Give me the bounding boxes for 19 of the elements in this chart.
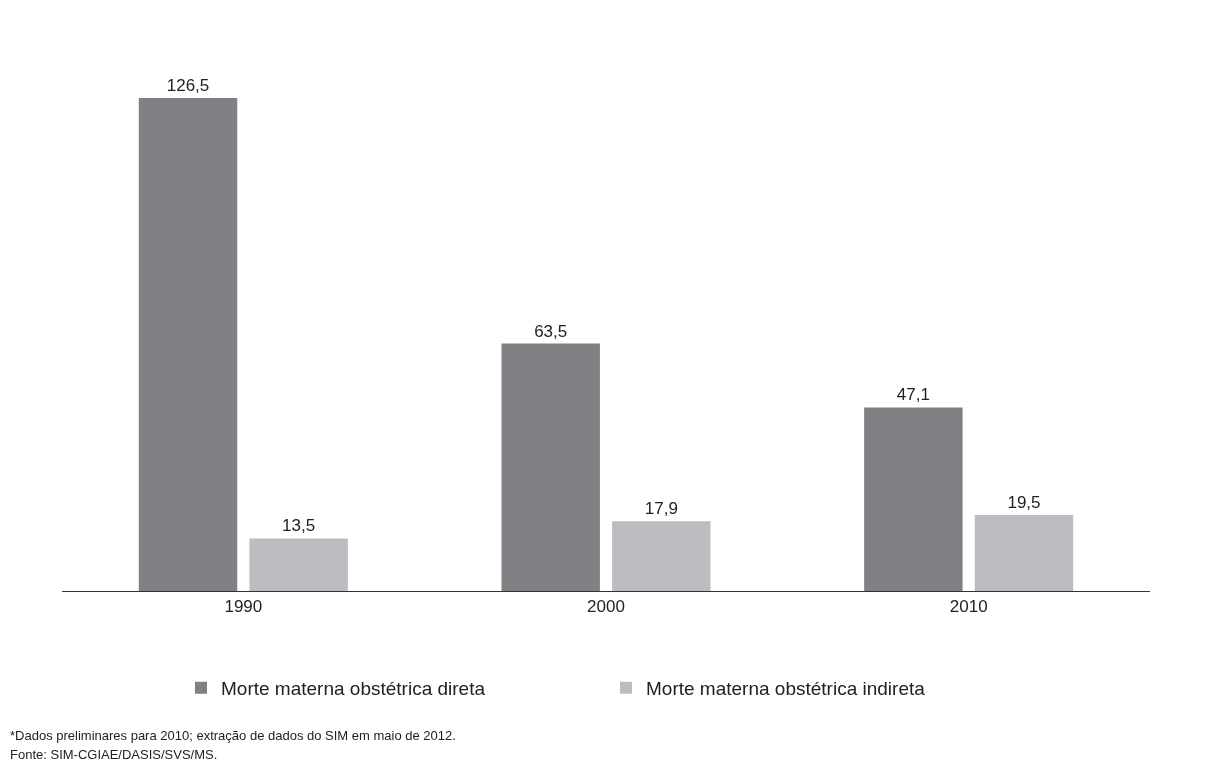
data-label: 47,1 <box>896 385 930 405</box>
x-tick-label: 2010 <box>949 597 988 617</box>
bar <box>864 407 963 591</box>
bar <box>612 521 711 591</box>
data-label: 19,5 <box>1007 493 1041 512</box>
x-tick-label: 1990 <box>224 597 263 617</box>
bar <box>974 515 1074 591</box>
bar <box>138 97 238 591</box>
data-label: 63,5 <box>534 321 568 341</box>
legend-label: Morte materna obstétrica indireta <box>646 678 926 700</box>
bar <box>249 538 348 591</box>
data-label: 17,9 <box>644 499 678 519</box>
legend-label: Morte materna obstétrica direta <box>221 678 486 700</box>
data-label: 13,5 <box>282 516 316 536</box>
x-tick-label: 2000 <box>587 597 625 617</box>
source-note: Fonte: SIM-CGIAE/DASIS/SVS/MS. <box>10 747 218 762</box>
bar <box>501 343 600 591</box>
text: *Dados preliminares para 2010; extração de dados do SIM em maio de 2012. <box>10 728 456 743</box>
data-label: 126,5 <box>166 75 210 95</box>
